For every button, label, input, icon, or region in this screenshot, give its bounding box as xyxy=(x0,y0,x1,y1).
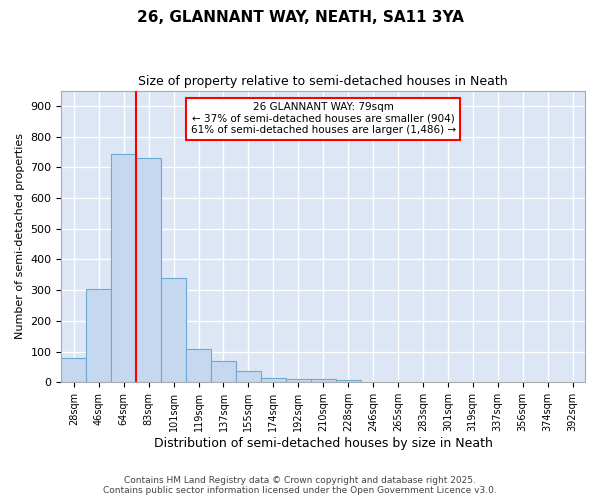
Text: 26 GLANNANT WAY: 79sqm
← 37% of semi-detached houses are smaller (904)
61% of se: 26 GLANNANT WAY: 79sqm ← 37% of semi-det… xyxy=(191,102,456,136)
Text: Contains HM Land Registry data © Crown copyright and database right 2025.
Contai: Contains HM Land Registry data © Crown c… xyxy=(103,476,497,495)
Bar xyxy=(211,362,236,382)
Bar xyxy=(236,370,261,382)
Y-axis label: Number of semi-detached properties: Number of semi-detached properties xyxy=(15,134,25,340)
Bar xyxy=(61,358,86,382)
X-axis label: Distribution of semi-detached houses by size in Neath: Distribution of semi-detached houses by … xyxy=(154,437,493,450)
Text: 26, GLANNANT WAY, NEATH, SA11 3YA: 26, GLANNANT WAY, NEATH, SA11 3YA xyxy=(137,10,463,25)
Bar xyxy=(335,380,361,382)
Bar xyxy=(186,349,211,382)
Title: Size of property relative to semi-detached houses in Neath: Size of property relative to semi-detach… xyxy=(139,75,508,88)
Bar xyxy=(111,154,136,382)
Bar xyxy=(161,278,186,382)
Bar xyxy=(136,158,161,382)
Bar xyxy=(311,378,335,382)
Bar xyxy=(261,378,286,382)
Bar xyxy=(286,378,311,382)
Bar xyxy=(86,288,111,382)
